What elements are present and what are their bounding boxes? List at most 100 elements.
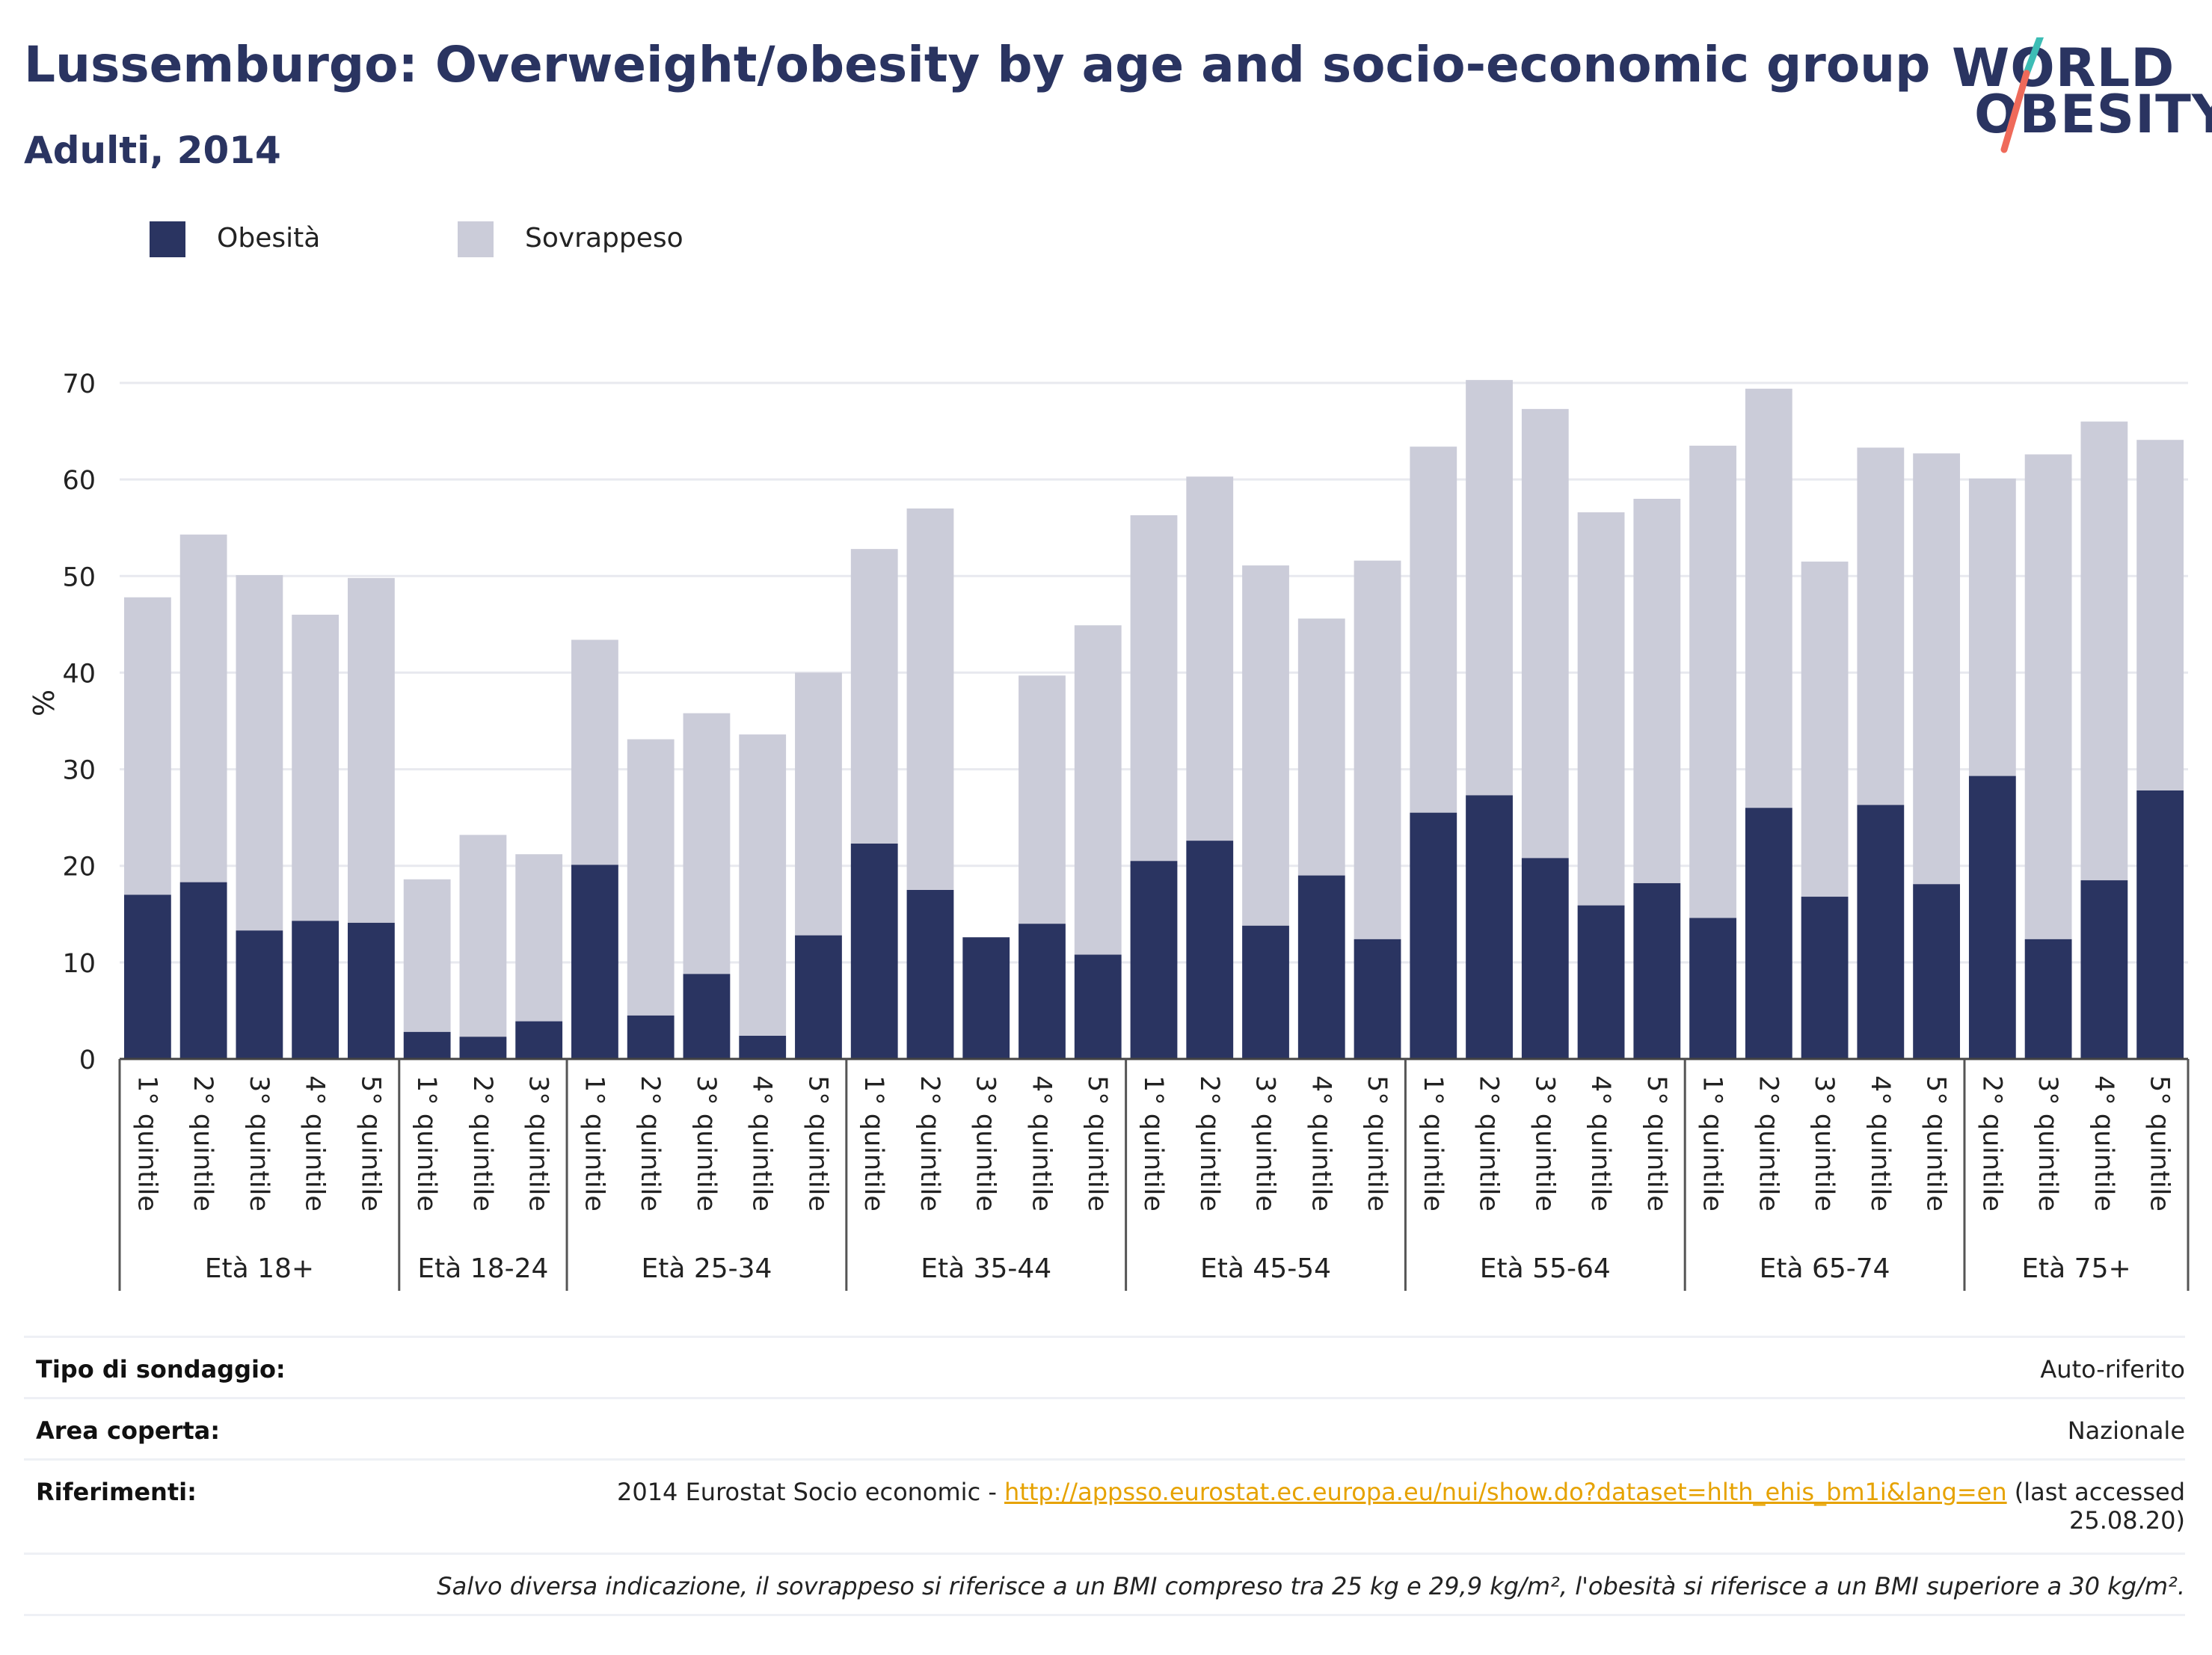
y-tick-label: 10 xyxy=(62,949,96,979)
bar-overweight xyxy=(1354,560,1401,939)
bar-overweight xyxy=(1577,512,1625,906)
y-tick-label: 40 xyxy=(62,659,96,689)
info-divider xyxy=(24,1553,2185,1555)
x-tick-label: 3° quintile xyxy=(691,1075,721,1212)
x-tick-label: 2° quintile xyxy=(1976,1075,2006,1212)
x-tick-label: 2° quintile xyxy=(1753,1075,1783,1212)
bar-obesity xyxy=(1689,918,1736,1059)
x-tick-label: 1° quintile xyxy=(1138,1075,1168,1212)
x-tick-label: 3° quintile xyxy=(523,1075,553,1212)
group-label: Età 18+ xyxy=(205,1253,314,1284)
bar-obesity xyxy=(850,844,898,1059)
group-label: Età 45-54 xyxy=(1200,1253,1331,1284)
x-tick-label: 1° quintile xyxy=(411,1075,441,1212)
y-tick-label: 50 xyxy=(62,562,96,592)
bar-obesity xyxy=(1633,882,1681,1059)
bar-overweight xyxy=(1466,380,1513,796)
bar-obesity xyxy=(2024,939,2072,1059)
definition-note: Salvo diversa indicazione, il sovrappeso… xyxy=(437,1572,2185,1600)
group-label: Età 18-24 xyxy=(417,1253,548,1284)
x-tick-label: 1° quintile xyxy=(858,1075,888,1212)
bar-obesity xyxy=(1466,795,1513,1059)
references-value: 2014 Eurostat Socio economic - http://ap… xyxy=(617,1478,2185,1535)
legend-swatch-obesity xyxy=(150,221,185,257)
bar-overweight xyxy=(459,835,507,1037)
bar-overweight xyxy=(571,639,618,865)
references-link[interactable]: http://appsso.eurostat.ec.europa.eu/nui/… xyxy=(1004,1478,2007,1506)
x-tick-label: 4° quintile xyxy=(747,1075,777,1212)
bar-overweight xyxy=(403,879,451,1032)
bar-obesity xyxy=(2136,790,2184,1059)
bar-overweight xyxy=(1521,408,1569,859)
x-tick-label: 2° quintile xyxy=(915,1075,944,1212)
bar-obesity xyxy=(179,882,227,1059)
bar-overweight xyxy=(1410,446,1457,813)
legend-label-overweight: Sovrappeso xyxy=(525,223,683,254)
bar-obesity xyxy=(1968,776,2016,1059)
x-tick-label: 5° quintile xyxy=(2145,1075,2175,1212)
bar-obesity xyxy=(962,937,1010,1059)
bar-overweight xyxy=(795,672,842,936)
x-tick-label: 3° quintile xyxy=(2033,1075,2062,1212)
bar-obesity xyxy=(795,935,842,1059)
bar-overweight xyxy=(906,508,954,890)
x-tick-label: 5° quintile xyxy=(1641,1075,1671,1212)
bar-overweight xyxy=(2136,440,2184,790)
info-divider xyxy=(24,1458,2185,1461)
x-tick-label: 1° quintile xyxy=(1418,1075,1448,1212)
bar-obesity xyxy=(1186,841,1234,1059)
bar-obesity xyxy=(1130,861,1178,1059)
world-obesity-logo: WORLD OBESITY xyxy=(1952,37,2212,157)
bar-overweight xyxy=(1968,478,2016,776)
bar-overweight xyxy=(627,739,675,1016)
y-axis-label: % xyxy=(28,690,61,716)
info-divider xyxy=(24,1336,2185,1338)
bar-obesity xyxy=(1354,939,1401,1059)
area-value: Nazionale xyxy=(2067,1416,2185,1445)
x-tick-label: 3° quintile xyxy=(971,1075,1001,1212)
bar-obesity xyxy=(1577,905,1625,1059)
bar-overweight xyxy=(1242,565,1289,926)
x-tick-label: 3° quintile xyxy=(1809,1075,1839,1212)
legend-swatch-overweight xyxy=(458,221,494,257)
bar-obesity xyxy=(1801,897,1849,1059)
page-subtitle: Adulti, 2014 xyxy=(24,129,281,172)
bar-overweight xyxy=(2024,454,2072,939)
bar-obesity xyxy=(2080,880,2128,1059)
stacked-bar-chart: 0 10 20 30 40 50 60 70% 1° quintile 2° quintile 3°… xyxy=(28,369,2190,1291)
bar-obesity xyxy=(1074,954,1122,1059)
x-tick-label: 5° quintile xyxy=(1921,1075,1951,1212)
y-tick-label: 30 xyxy=(62,756,96,786)
bar-obesity xyxy=(627,1015,675,1059)
survey-type-value: Auto-riferito xyxy=(2040,1355,2185,1384)
bar-overweight xyxy=(683,713,731,974)
x-tick-label: 1° quintile xyxy=(132,1075,162,1212)
survey-type-label: Tipo di sondaggio: xyxy=(36,1355,286,1384)
bar-obesity xyxy=(1857,805,1905,1059)
group-label: Età 65-74 xyxy=(1760,1253,1890,1284)
x-tick-label: 5° quintile xyxy=(802,1075,832,1212)
bar-obesity xyxy=(515,1021,563,1059)
bar-overweight xyxy=(1801,561,1849,897)
x-tick-label: 5° quintile xyxy=(1082,1075,1112,1212)
bar-obesity xyxy=(292,921,340,1059)
x-tick-label: 4° quintile xyxy=(1306,1075,1336,1212)
group-label: Età 55-64 xyxy=(1480,1253,1611,1284)
x-tick-label: 3° quintile xyxy=(1250,1075,1280,1212)
bar-overweight xyxy=(739,734,787,1037)
references-label: Riferimenti: xyxy=(36,1478,197,1506)
x-tick-label: 2° quintile xyxy=(1474,1075,1504,1212)
bar-overweight xyxy=(1689,445,1736,918)
bar-overweight xyxy=(1913,453,1960,885)
logo-slash-icon xyxy=(2000,37,2044,153)
bar-obesity xyxy=(683,974,731,1059)
y-tick-label: 60 xyxy=(62,466,96,496)
legend-label-obesity: Obesità xyxy=(217,223,321,254)
bar-overweight xyxy=(1186,476,1234,841)
bar-obesity xyxy=(906,890,954,1059)
y-tick-label: 0 xyxy=(79,1045,96,1075)
x-tick-label: 4° quintile xyxy=(1865,1075,1895,1212)
bar-obesity xyxy=(1521,858,1569,1059)
x-tick-label: 1° quintile xyxy=(1698,1075,1727,1212)
bar-obesity xyxy=(403,1031,451,1059)
